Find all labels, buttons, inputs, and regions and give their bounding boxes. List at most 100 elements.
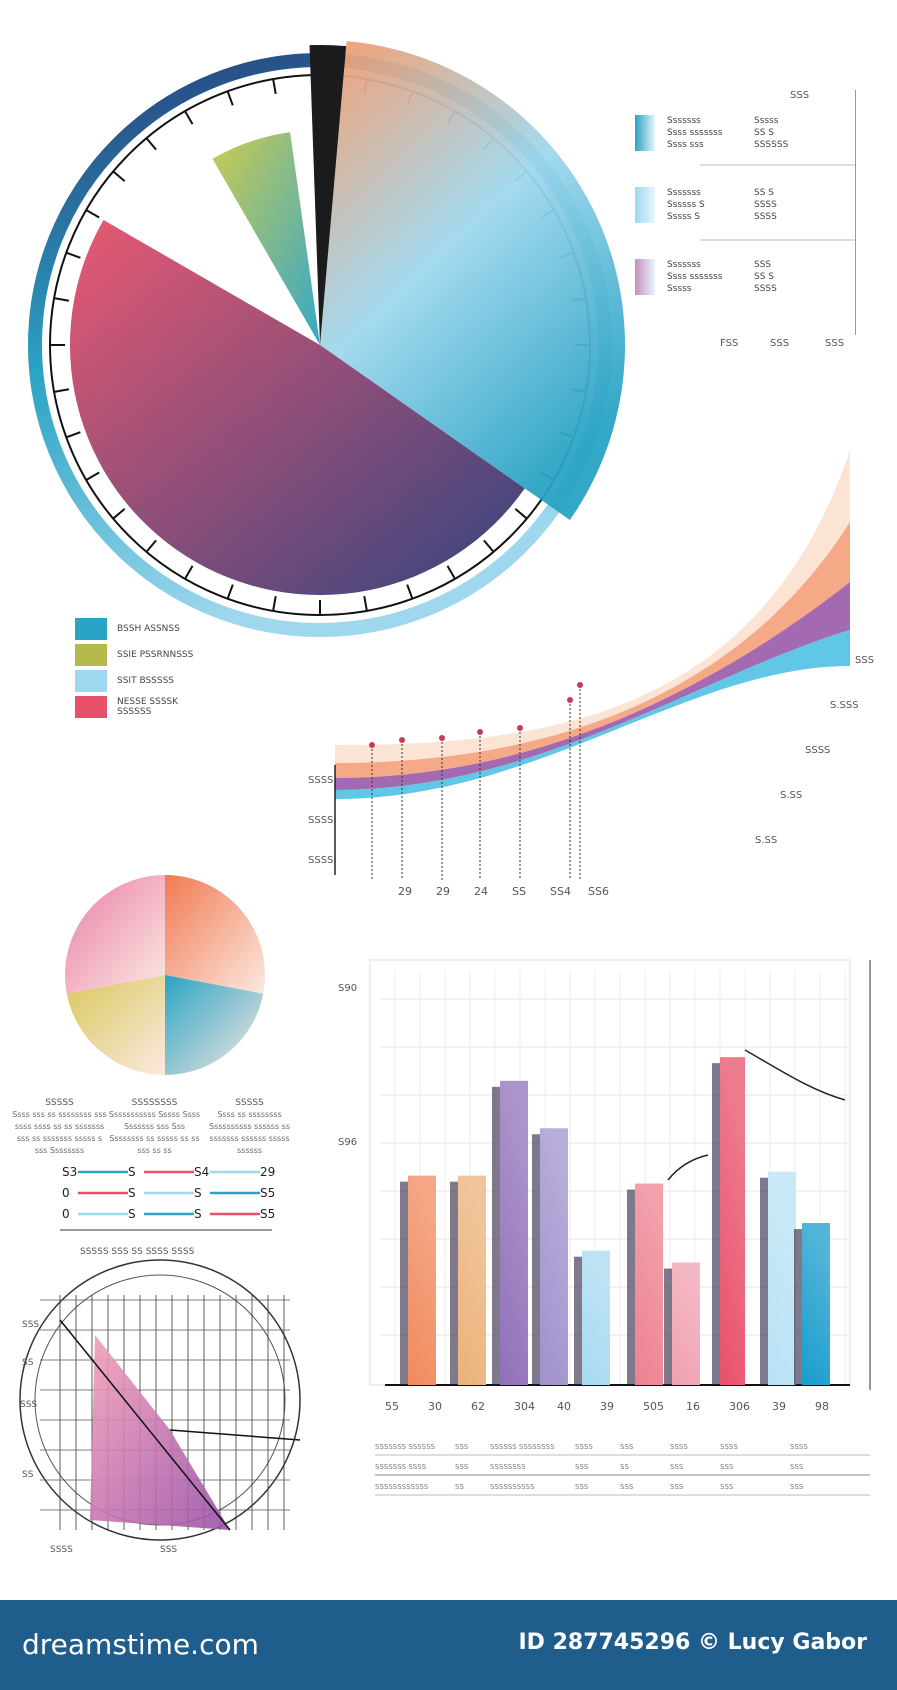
bar-shadow xyxy=(400,1181,410,1385)
table-footer-label: SSS xyxy=(770,338,790,349)
bar-fill xyxy=(540,1128,568,1385)
dial-tick xyxy=(272,595,277,612)
area-x-tick: 29 xyxy=(398,885,412,898)
bar-shadow xyxy=(532,1134,542,1385)
bar-x-tick: 304 xyxy=(514,1400,535,1413)
legend-item: BSSH ASSNSS xyxy=(75,618,180,640)
dial-tick xyxy=(226,584,234,600)
trend-line xyxy=(667,1154,709,1181)
brand-logo[interactable]: dreamstime.com xyxy=(22,1628,259,1661)
polar-tick: SSSS xyxy=(50,1545,73,1555)
dial-tick xyxy=(145,137,157,151)
legend-swatch xyxy=(75,696,107,718)
bar-x-tick: 98 xyxy=(815,1400,829,1413)
polar-tick: SS xyxy=(22,1470,34,1480)
bar-x-tick: 39 xyxy=(600,1400,614,1413)
small-pie-slice xyxy=(66,975,165,1075)
mini-row-value: S xyxy=(128,1186,136,1200)
pie-slice xyxy=(69,220,525,596)
legend-swatch xyxy=(75,644,107,666)
bar-x-tick: 40 xyxy=(557,1400,571,1413)
table-cell: SSSS xyxy=(790,1443,808,1451)
bar-x-tick: 55 xyxy=(385,1400,399,1413)
dial-tick xyxy=(85,471,100,481)
dial-tick xyxy=(53,297,70,302)
table-cell: SSS xyxy=(455,1443,469,1451)
bar-shadow xyxy=(794,1229,804,1385)
caption-title: SSSSS xyxy=(45,1098,74,1108)
bar-x-tick: 306 xyxy=(729,1400,750,1413)
pie-caption: SSSSSSSS Sssssssssss Sssss Ssss Sssssss s… xyxy=(107,1097,202,1157)
bar-fill xyxy=(720,1057,745,1385)
polar-tick: SSS xyxy=(160,1545,178,1555)
mini-row-value: S xyxy=(128,1207,136,1221)
polar-radius xyxy=(59,1319,231,1531)
table-cell: SSSSSSSS xyxy=(490,1463,526,1471)
dial-tick xyxy=(514,508,528,520)
dial-tick xyxy=(226,90,234,106)
row-swatch xyxy=(635,115,655,151)
legend-swatch xyxy=(75,618,107,640)
table-cell: SSS xyxy=(620,1483,634,1491)
dial-tick xyxy=(145,539,157,553)
row-right-text: SS S SSSS SSSS xyxy=(754,188,777,222)
legend-swatch xyxy=(75,670,107,692)
row-left-text: Sssssss Ssss sssssss Sssss xyxy=(667,260,723,294)
area-x-tick: SS xyxy=(512,885,526,898)
pie-caption: SSSSS Ssss sss ss ssssssss sss ssss ssss … xyxy=(12,1097,107,1157)
caption-title: SSSSS xyxy=(235,1098,264,1108)
area-right-label: S.SS xyxy=(780,790,803,801)
bar-fill xyxy=(582,1250,610,1385)
dial-tick xyxy=(272,78,277,95)
table-header: SSS xyxy=(790,90,810,101)
dial-tick xyxy=(65,251,81,259)
area-marker-point xyxy=(439,735,445,741)
polar-sector xyxy=(90,1335,230,1530)
dial-tick xyxy=(446,565,456,580)
row-right-text: SSS SS S SSSS xyxy=(754,260,777,294)
bar-x-tick: 39 xyxy=(772,1400,786,1413)
area-y-tick: SSSS xyxy=(308,775,334,786)
bar-shadow xyxy=(760,1177,770,1385)
table-cell: SSS xyxy=(670,1483,684,1491)
table-cell: SSS xyxy=(670,1463,684,1471)
table-cell: SSSS xyxy=(720,1443,738,1451)
dial-tick xyxy=(363,595,368,612)
caption-text: Ssss sss ss ssssssss sss ssss ssss ss ss… xyxy=(12,1110,107,1155)
table-row: Sssssss Ssss sssssss Sssss SSS SS S SSSS xyxy=(635,259,804,295)
small-pie-slice xyxy=(165,875,265,994)
polar-tick: SSS xyxy=(20,1400,38,1410)
area-right-label: SSS xyxy=(855,655,875,666)
footer-banner: dreamstime.com ID 287745296 © Lucy Gabor xyxy=(0,1600,897,1690)
mini-row-value: S5 xyxy=(260,1207,276,1221)
top-right-table: SSS Sssssss Ssss sssssss Ssss sss Sssss S… xyxy=(635,90,856,349)
legend-label: SSIE PSSRNNSSS xyxy=(117,650,194,660)
area-marker-point xyxy=(369,742,375,748)
bar-shadow xyxy=(627,1189,637,1385)
dial-tick xyxy=(53,388,70,393)
bar-fill xyxy=(802,1223,830,1385)
mini-row-value: S xyxy=(128,1165,136,1179)
table-cell: SSS xyxy=(455,1463,469,1471)
dial-tick xyxy=(406,584,414,600)
mini-row-value: S3 xyxy=(62,1165,78,1179)
table-cell: SSS xyxy=(790,1483,804,1491)
bar-fill xyxy=(408,1175,436,1385)
pie-slice xyxy=(212,132,320,345)
bar-x-tick: 16 xyxy=(686,1400,700,1413)
bar-shadow xyxy=(712,1063,722,1385)
polar-tick: SSS xyxy=(22,1320,40,1330)
area-marker-point xyxy=(567,697,573,703)
table-cell: SSSSSSSSSSSS xyxy=(375,1483,429,1491)
table-cell: SSS xyxy=(790,1463,804,1471)
table-cell: SSSS xyxy=(575,1443,593,1451)
bar-shadow xyxy=(450,1181,460,1385)
row-swatch xyxy=(635,259,655,295)
polar-radius xyxy=(169,1429,301,1441)
row-right-text: Sssss SS S SSSSSS xyxy=(754,116,789,150)
area-x-tick: SS4 xyxy=(550,885,571,898)
mini-row-value: S4 xyxy=(194,1165,210,1179)
pie-slice-shadow xyxy=(309,44,347,345)
polar-title: SSSSS SSS SS SSSS SSSS xyxy=(80,1247,195,1257)
table-cell: SSS xyxy=(620,1443,634,1451)
